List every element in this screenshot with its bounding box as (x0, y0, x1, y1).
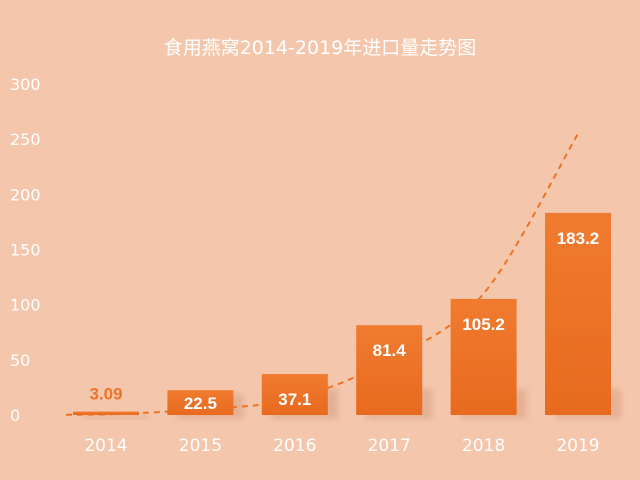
x-axis: 2014 2015 2016 2017 2018 2019 (84, 436, 599, 456)
y-tick-label: 250 (10, 130, 41, 149)
data-label: 22.5 (184, 394, 217, 413)
y-axis: 0 50 100 150 200 250 300 (10, 75, 41, 425)
y-tick-label: 300 (10, 75, 41, 94)
y-tick-label: 150 (10, 241, 41, 260)
bar (356, 325, 423, 415)
bar-shadows (83, 389, 621, 419)
x-tick-label: 2019 (556, 436, 599, 456)
x-tick-label: 2014 (84, 436, 127, 456)
data-label: 37.1 (278, 390, 311, 409)
x-tick-label: 2017 (368, 436, 411, 456)
bar (261, 374, 328, 415)
bar-shadow (83, 415, 149, 419)
x-tick-label: 2016 (273, 436, 316, 456)
data-labels: 3.09 22.5 37.1 81.4 105.2 183.2 (89, 229, 599, 413)
y-tick-label: 50 (10, 351, 30, 370)
data-label: 105.2 (462, 315, 505, 334)
data-label: 81.4 (373, 341, 407, 360)
bars (73, 212, 611, 415)
data-label: 183.2 (557, 229, 600, 248)
x-tick-label: 2018 (462, 436, 505, 456)
y-tick-label: 0 (10, 406, 20, 425)
y-tick-label: 200 (10, 185, 41, 204)
chart-title: 食用燕窝2014-2019年进口量走势图 (163, 37, 477, 59)
bar (73, 411, 139, 415)
x-tick-label: 2015 (179, 436, 222, 456)
y-tick-label: 100 (10, 296, 41, 315)
bar (545, 212, 611, 415)
bar (167, 390, 234, 415)
data-label: 3.09 (89, 385, 122, 404)
bar (450, 298, 517, 415)
